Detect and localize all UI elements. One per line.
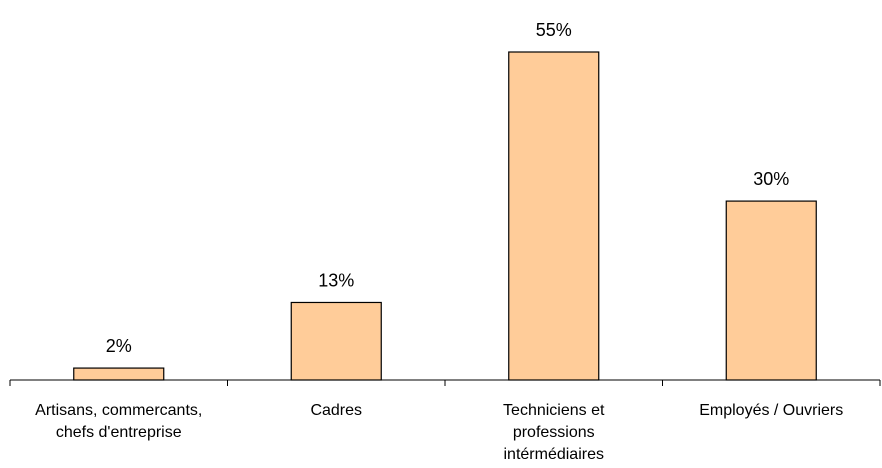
- data-label-techniciens: 55%: [536, 20, 572, 40]
- x-axis: [9, 379, 881, 386]
- bar-employes: [725, 200, 817, 381]
- x-tick-label-employes: Employés / Ouvriers: [699, 402, 844, 419]
- data-label-artisans: 2%: [106, 336, 132, 356]
- data-label-employes: 30%: [753, 169, 789, 189]
- bar-artisans: [73, 367, 165, 381]
- bar-cadres: [290, 301, 382, 381]
- data-labels-layer: 2% 13% 55% 30%: [106, 20, 790, 356]
- x-tick-label-techniciens: Techniciens et professions intérmédiaire…: [503, 402, 605, 463]
- data-label-cadres: 13%: [318, 270, 354, 290]
- x-tick-label-artisans: Artisans, commercants, chefs d'entrepris…: [35, 402, 203, 441]
- bar-techniciens: [508, 51, 600, 381]
- x-tick-label-cadres: Cadres: [310, 402, 363, 419]
- bars-layer: [73, 51, 817, 381]
